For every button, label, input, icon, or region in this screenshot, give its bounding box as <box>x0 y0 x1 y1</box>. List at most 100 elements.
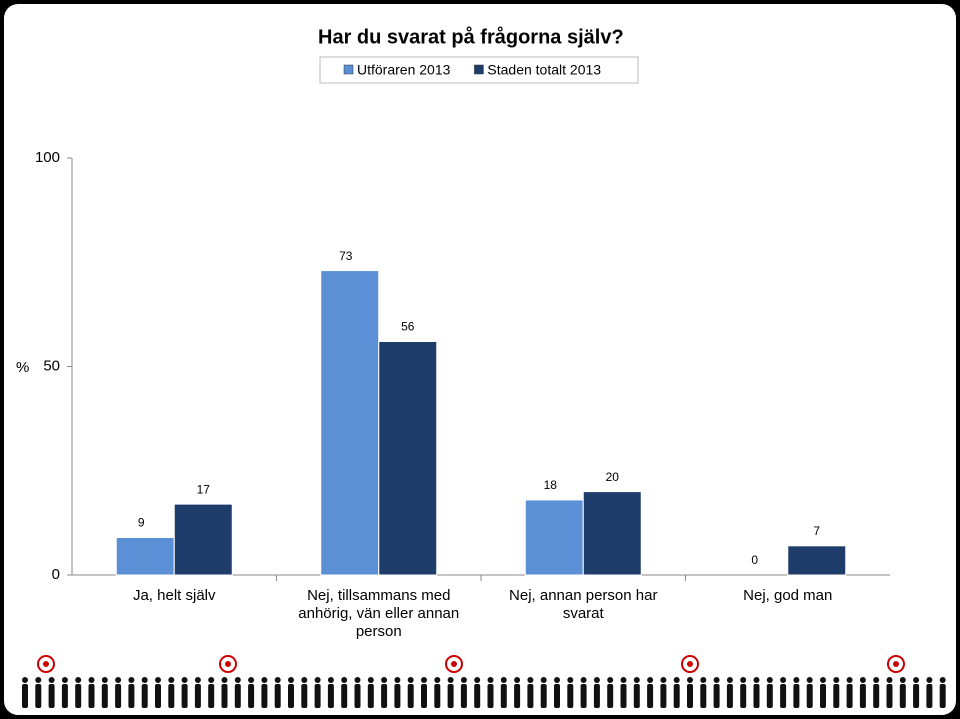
figure-body <box>221 684 228 708</box>
figure-body <box>886 684 893 708</box>
figure-body <box>141 684 148 708</box>
figure-head <box>194 677 201 683</box>
value-label: 7 <box>813 524 820 538</box>
figure-head <box>61 677 68 683</box>
chart: Har du svarat på frågorna själv? % 0 50 10… <box>14 25 946 715</box>
figure-body <box>580 684 587 708</box>
figure-head <box>460 677 467 683</box>
figure-body <box>846 684 853 708</box>
figure-head <box>88 677 95 683</box>
figure-body <box>128 684 135 708</box>
figure-body <box>726 684 733 708</box>
figure-head <box>22 677 28 683</box>
figure-head <box>713 677 720 683</box>
figure-head <box>115 677 122 683</box>
bar <box>320 270 380 576</box>
figure-body <box>460 684 467 708</box>
figure-head <box>407 677 414 683</box>
figure-head <box>939 677 946 683</box>
figure-head <box>394 677 401 683</box>
figure-body <box>48 684 55 708</box>
figure-head <box>753 677 760 683</box>
figure-body <box>421 684 427 708</box>
figure-head <box>780 677 787 683</box>
bar <box>787 545 847 576</box>
figure-head <box>141 677 148 683</box>
figure-body <box>447 684 454 708</box>
figure-head <box>793 677 800 683</box>
figure-head <box>75 677 82 683</box>
figure-body <box>115 684 122 708</box>
figure-body <box>487 684 494 708</box>
figure-body <box>939 684 946 708</box>
legend-label: Utföraren 2013 <box>357 62 451 78</box>
value-label: 20 <box>606 470 620 484</box>
figure-body <box>913 684 920 708</box>
figure-body <box>926 684 933 708</box>
figure-body <box>500 684 507 708</box>
figure-head <box>35 677 42 683</box>
figure-head <box>341 677 348 683</box>
figure-head <box>301 677 308 683</box>
figure-body <box>554 684 560 708</box>
value-label: 56 <box>401 320 415 334</box>
figure-head <box>820 677 826 683</box>
figure-head <box>500 677 507 683</box>
figure-head <box>766 677 773 683</box>
figure-head <box>367 677 374 683</box>
figure-head <box>381 677 388 683</box>
legend-swatch <box>474 64 484 75</box>
figure-head <box>593 677 600 683</box>
figure-head <box>527 677 534 683</box>
figure-body <box>766 684 773 708</box>
x-tick-label: Nej, god man <box>743 587 833 604</box>
figure-body <box>88 684 95 708</box>
figure-body <box>633 684 640 708</box>
figure-body <box>620 684 627 708</box>
target-dot <box>225 661 231 667</box>
figure-head <box>101 677 108 683</box>
figure-body <box>22 684 28 708</box>
figure-head <box>234 677 241 683</box>
figure-body <box>301 684 308 708</box>
bar <box>115 536 175 576</box>
figure-head <box>846 677 853 683</box>
value-label: 9 <box>138 516 145 530</box>
figure-body <box>567 684 574 708</box>
figure-head <box>726 677 733 683</box>
figure-body <box>35 684 42 708</box>
figure-head <box>873 677 880 683</box>
target-dot <box>43 661 49 667</box>
figure-head <box>181 677 188 683</box>
figure-body <box>61 684 68 708</box>
figure-head <box>886 677 893 683</box>
y-tick-label: 0 <box>52 566 60 583</box>
figure-body <box>248 684 255 708</box>
value-label: 73 <box>339 249 353 263</box>
figure-body <box>660 684 667 708</box>
figure-body <box>181 684 188 708</box>
figure-head <box>833 677 840 683</box>
figure-head <box>155 677 161 683</box>
figure-head <box>633 677 640 683</box>
figure-head <box>660 677 667 683</box>
figure-head <box>700 677 707 683</box>
legend-swatch <box>343 64 354 75</box>
y-tick-label: 50 <box>43 357 60 374</box>
legend-box <box>319 56 639 84</box>
figure-body <box>381 684 388 708</box>
figure-body <box>434 684 441 708</box>
figure-body <box>713 684 720 708</box>
figure-body <box>740 684 747 708</box>
figure-head <box>913 677 920 683</box>
y-axis-label: % <box>16 359 29 376</box>
target-dot <box>687 661 693 667</box>
figure-head <box>647 677 654 683</box>
figure-head <box>168 677 175 683</box>
target-dot <box>451 661 457 667</box>
figure-head <box>128 677 135 683</box>
figure-body <box>168 684 175 708</box>
figure-body <box>288 684 294 708</box>
figure-body <box>700 684 707 708</box>
figure-head <box>487 677 494 683</box>
